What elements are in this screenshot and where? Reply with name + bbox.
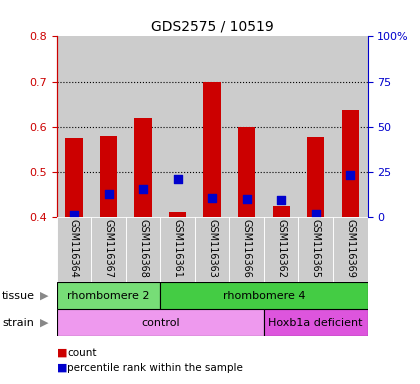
Text: rhombomere 2: rhombomere 2: [67, 291, 150, 301]
Bar: [91, 36, 126, 217]
Bar: [57, 282, 160, 309]
Point: [278, 197, 284, 204]
Text: tissue: tissue: [2, 291, 35, 301]
Text: strain: strain: [2, 318, 34, 328]
Bar: [57, 309, 264, 336]
Bar: [134, 118, 152, 217]
Bar: [160, 217, 195, 282]
Bar: [229, 36, 264, 217]
Text: ▶: ▶: [40, 291, 48, 301]
Bar: [299, 217, 333, 282]
Bar: [100, 136, 117, 217]
Text: GSM116366: GSM116366: [241, 219, 252, 278]
Bar: [66, 138, 83, 217]
Point: [312, 211, 319, 217]
Text: GSM116361: GSM116361: [173, 219, 183, 278]
Bar: [307, 137, 324, 217]
Bar: [126, 36, 160, 217]
Bar: [264, 36, 299, 217]
Bar: [333, 36, 368, 217]
Text: percentile rank within the sample: percentile rank within the sample: [67, 363, 243, 373]
Text: GSM116365: GSM116365: [311, 219, 321, 278]
Text: GSM116367: GSM116367: [103, 219, 113, 278]
Bar: [57, 36, 91, 217]
Point: [174, 175, 181, 182]
Text: rhombomere 4: rhombomere 4: [223, 291, 305, 301]
Bar: [160, 36, 195, 217]
Text: ▶: ▶: [40, 318, 48, 328]
Text: GSM116368: GSM116368: [138, 219, 148, 278]
Text: ■: ■: [57, 363, 67, 373]
Text: Hoxb1a deficient: Hoxb1a deficient: [268, 318, 363, 328]
Bar: [341, 109, 359, 217]
Bar: [299, 36, 333, 217]
Point: [347, 172, 354, 178]
Text: control: control: [141, 318, 180, 328]
Text: count: count: [67, 348, 97, 358]
Text: GSM116364: GSM116364: [69, 219, 79, 278]
Text: GSM116362: GSM116362: [276, 219, 286, 278]
Bar: [169, 212, 186, 217]
Text: GSM116363: GSM116363: [207, 219, 217, 278]
Point: [71, 212, 77, 218]
Bar: [203, 82, 221, 217]
Bar: [126, 217, 160, 282]
Bar: [91, 217, 126, 282]
Bar: [57, 217, 91, 282]
Bar: [195, 36, 229, 217]
Point: [209, 194, 215, 200]
Text: GSM116369: GSM116369: [345, 219, 355, 278]
Bar: [333, 217, 368, 282]
Text: ■: ■: [57, 348, 67, 358]
Title: GDS2575 / 10519: GDS2575 / 10519: [151, 20, 273, 34]
Point: [105, 191, 112, 197]
Bar: [273, 206, 290, 217]
Point: [243, 196, 250, 202]
Point: [140, 186, 147, 192]
Bar: [229, 217, 264, 282]
Bar: [264, 217, 299, 282]
Bar: [264, 309, 368, 336]
Bar: [238, 127, 255, 217]
Bar: [195, 217, 229, 282]
Bar: [160, 282, 368, 309]
